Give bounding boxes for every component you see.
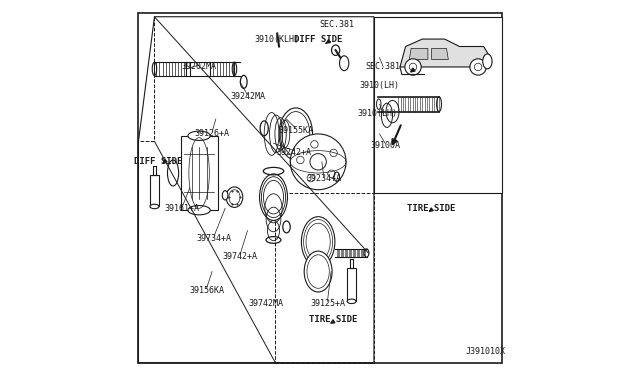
Ellipse shape [168,160,179,186]
Ellipse shape [188,131,211,141]
Text: 39202MA: 39202MA [182,62,216,71]
Circle shape [405,59,421,75]
Polygon shape [400,39,489,67]
Ellipse shape [347,299,356,304]
Text: 39156KA: 39156KA [189,286,224,295]
Text: 39155KA: 39155KA [278,126,314,135]
Text: 39742MA: 39742MA [248,299,284,308]
Ellipse shape [152,62,157,76]
Ellipse shape [226,187,243,208]
Text: 39100A: 39100A [370,141,400,150]
Ellipse shape [150,204,159,209]
Text: DIFF SIDE: DIFF SIDE [294,35,342,44]
Text: 39126+A: 39126+A [195,129,230,138]
Circle shape [470,59,486,75]
Text: 3910(LH): 3910(LH) [360,81,399,90]
Text: 39125+A: 39125+A [310,299,345,308]
Ellipse shape [436,97,442,112]
Text: SEC.381: SEC.381 [365,62,401,71]
Text: 39234+A: 39234+A [306,174,341,183]
Circle shape [291,134,346,190]
Bar [275,193,374,363]
Text: 39242+A: 39242+A [276,148,312,157]
Bar [180,136,218,210]
Polygon shape [431,48,449,60]
Text: 39161+A: 39161+A [165,204,200,213]
Polygon shape [410,48,428,60]
Text: TIRE SIDE: TIRE SIDE [309,315,357,324]
Ellipse shape [260,174,287,220]
Text: SEC.381: SEC.381 [319,20,355,29]
Text: DIFF SIDE: DIFF SIDE [134,157,182,166]
Text: 39734+A: 39734+A [196,234,232,243]
Ellipse shape [232,62,237,76]
Ellipse shape [483,54,492,69]
Text: 39242MA: 39242MA [230,92,265,101]
Bar [374,17,502,193]
Text: 3910(LH): 3910(LH) [358,109,397,118]
Ellipse shape [188,205,211,215]
Text: TIRE SIDE: TIRE SIDE [408,204,456,213]
Ellipse shape [222,191,228,200]
Bar [347,268,356,301]
Ellipse shape [304,251,332,292]
Text: 3910(KLH): 3910(KLH) [255,35,300,44]
Ellipse shape [301,217,335,267]
Bar [150,175,159,206]
Ellipse shape [279,108,312,160]
Ellipse shape [364,249,369,257]
Text: J391010X: J391010X [465,347,506,356]
Text: 39742+A: 39742+A [223,252,257,261]
